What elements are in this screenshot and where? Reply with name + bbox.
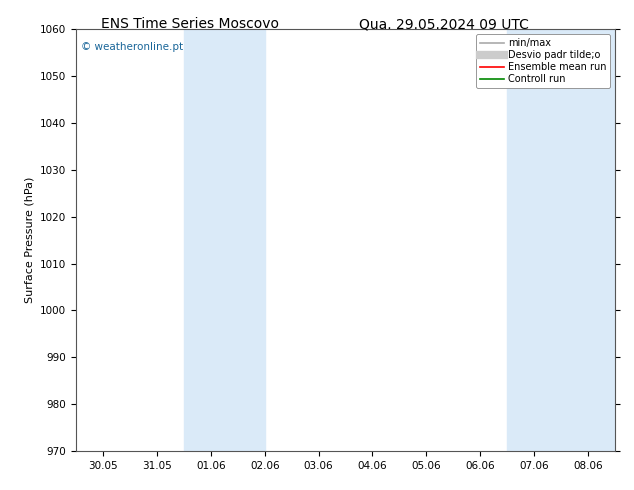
Text: ENS Time Series Moscovo: ENS Time Series Moscovo bbox=[101, 17, 279, 31]
Bar bbox=[184, 29, 265, 451]
Text: © weatheronline.pt: © weatheronline.pt bbox=[81, 42, 184, 52]
Legend: min/max, Desvio padr tilde;o, Ensemble mean run, Controll run: min/max, Desvio padr tilde;o, Ensemble m… bbox=[476, 34, 610, 88]
Y-axis label: Surface Pressure (hPa): Surface Pressure (hPa) bbox=[25, 177, 34, 303]
Bar bbox=[507, 29, 615, 451]
Text: Qua. 29.05.2024 09 UTC: Qua. 29.05.2024 09 UTC bbox=[359, 17, 529, 31]
